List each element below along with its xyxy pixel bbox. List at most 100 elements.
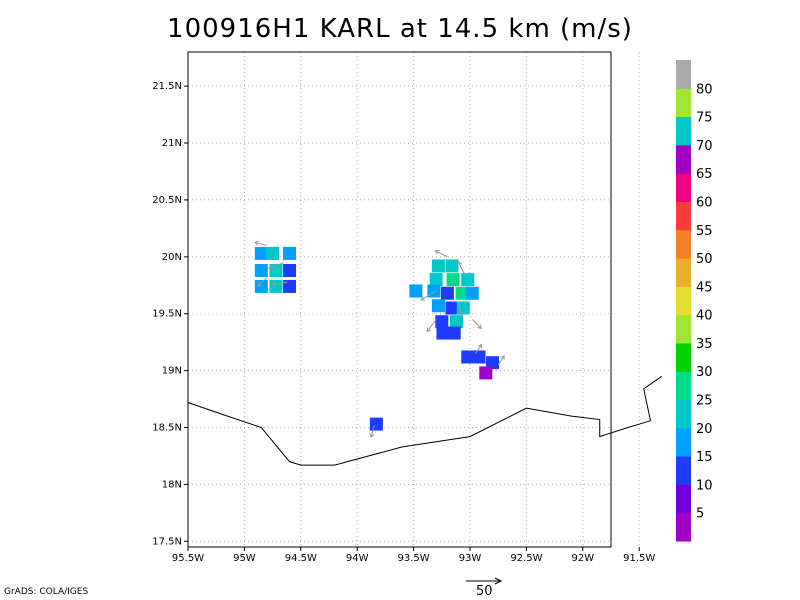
wind-speed-cell [455, 286, 469, 300]
wind-speed-cell [461, 273, 475, 287]
wind-speed-cell [266, 246, 280, 260]
y-tick-label: 17.5N [152, 536, 182, 547]
vector-scale-label: 50 [476, 584, 493, 599]
wind-vectors [254, 240, 505, 439]
wind-speed-cell [283, 263, 297, 277]
plot-title: 100916H1 KARL at 14.5 km (m/s) [167, 14, 633, 44]
x-tick-label: 95W [233, 553, 256, 564]
wind-vector [458, 302, 464, 319]
y-tick-label: 21.5N [152, 81, 182, 92]
wind-speed-cell [440, 286, 454, 300]
wind-vector [457, 261, 465, 275]
x-tick-label: 92.5W [510, 553, 542, 564]
wind-speed-cell [435, 315, 449, 329]
colorbar-label: 65 [696, 167, 713, 182]
wind-speed-cell [486, 356, 500, 370]
coastline-path [187, 375, 663, 466]
colorbar-swatch [676, 512, 691, 542]
colorbar-swatch [676, 342, 691, 372]
wind-speed-cell [445, 259, 459, 273]
wind-vector [475, 343, 483, 354]
colorbar-label: 75 [696, 111, 713, 126]
wind-speed-cell [254, 279, 268, 293]
colorbar-label: 40 [696, 309, 713, 324]
wind-speed-cell [449, 315, 463, 329]
wind-vector [497, 355, 505, 366]
colorbar-swatch [676, 286, 691, 316]
wind-vector [420, 290, 437, 301]
colorbar-swatch [676, 173, 691, 202]
grid-lines [188, 52, 640, 547]
wind-speed-cell [283, 246, 297, 260]
colorbar-swatch [676, 201, 691, 231]
y-tick-label: 20.5N [152, 195, 182, 206]
map-frame [187, 51, 612, 548]
wind-vector [369, 425, 375, 439]
vector-scale-arrow [466, 577, 503, 585]
wind-vector [257, 276, 268, 287]
wind-speed-cell [465, 286, 479, 300]
y-tick-label: 21N [162, 138, 182, 149]
coastline [187, 375, 663, 466]
colorbar-swatch [676, 88, 691, 118]
colorbar-swatch [676, 144, 691, 174]
longitude-ticks: 95.5W 95W 94.5W 94W 93.5W 93W 92.5W 92W 91.5W [172, 547, 655, 564]
colorbar: 5 10 15 20 25 30 35 40 45 50 55 60 65 70 75 80 [676, 60, 713, 542]
x-tick-label: 92W [571, 553, 594, 564]
colorbar-label: 20 [696, 422, 713, 437]
wind-speed-cell [369, 417, 383, 431]
x-tick-label: 94W [346, 553, 369, 564]
wind-speed-cell [479, 366, 493, 380]
colorbar-swatch [676, 116, 691, 146]
wind-speed-cell [461, 350, 475, 364]
wind-vector [267, 262, 285, 270]
wind-speed-cell [409, 284, 423, 298]
wind-vector [426, 319, 437, 333]
colorbar-label: 30 [696, 365, 713, 380]
colorbar-label: 55 [696, 224, 713, 239]
wind-speed-cell [447, 326, 461, 340]
wind-speed-cell [431, 299, 445, 313]
wind-speed-cell [269, 279, 283, 293]
y-tick-label: 19N [162, 366, 182, 377]
x-tick-label: 93W [459, 553, 482, 564]
y-tick-label: 18N [162, 479, 182, 490]
wind-speed-shading [254, 246, 500, 431]
colorbar-label: 15 [696, 450, 713, 465]
colorbar-swatch [676, 456, 691, 485]
colorbar-label: 10 [696, 478, 713, 493]
colorbar-swatch [676, 314, 691, 344]
x-tick-label: 95.5W [172, 553, 204, 564]
wind-vector [271, 281, 288, 287]
colorbar-label: 50 [696, 252, 713, 267]
x-tick-label: 93.5W [398, 553, 430, 564]
colorbar-label: 80 [696, 82, 713, 97]
wind-speed-cell [429, 273, 443, 287]
wind-vector [434, 250, 448, 258]
latitude-ticks: 17.5N 18N 18.5N 19N 19.5N 20N 20.5N 21N 21.5N [152, 81, 188, 547]
wind-speed-cell [446, 273, 460, 287]
wind-vector [471, 319, 482, 330]
colorbar-swatch [676, 229, 691, 259]
y-tick-label: 20N [162, 252, 182, 263]
colorbar-label: 25 [696, 394, 713, 409]
y-tick-label: 18.5N [152, 423, 182, 434]
colorbar-label: 45 [696, 280, 713, 295]
colorbar-label: 60 [696, 195, 713, 210]
x-tick-label: 91.5W [623, 553, 655, 564]
grads-credit: GrADS: COLA/IGES [4, 587, 89, 597]
wind-speed-cell [456, 301, 470, 315]
colorbar-label: 70 [696, 139, 713, 154]
colorbar-label: 35 [696, 337, 713, 352]
wind-speed-cell [445, 301, 459, 315]
colorbar-label: 5 [696, 507, 704, 522]
wind-speed-cell [472, 350, 486, 364]
colorbar-swatch [676, 258, 691, 287]
wind-vector [254, 240, 268, 246]
wind-speed-cell [436, 326, 450, 340]
x-tick-label: 94.5W [285, 553, 317, 564]
wind-speed-cell [254, 263, 268, 277]
colorbar-swatch [676, 399, 691, 429]
colorbar-swatch [676, 484, 691, 514]
